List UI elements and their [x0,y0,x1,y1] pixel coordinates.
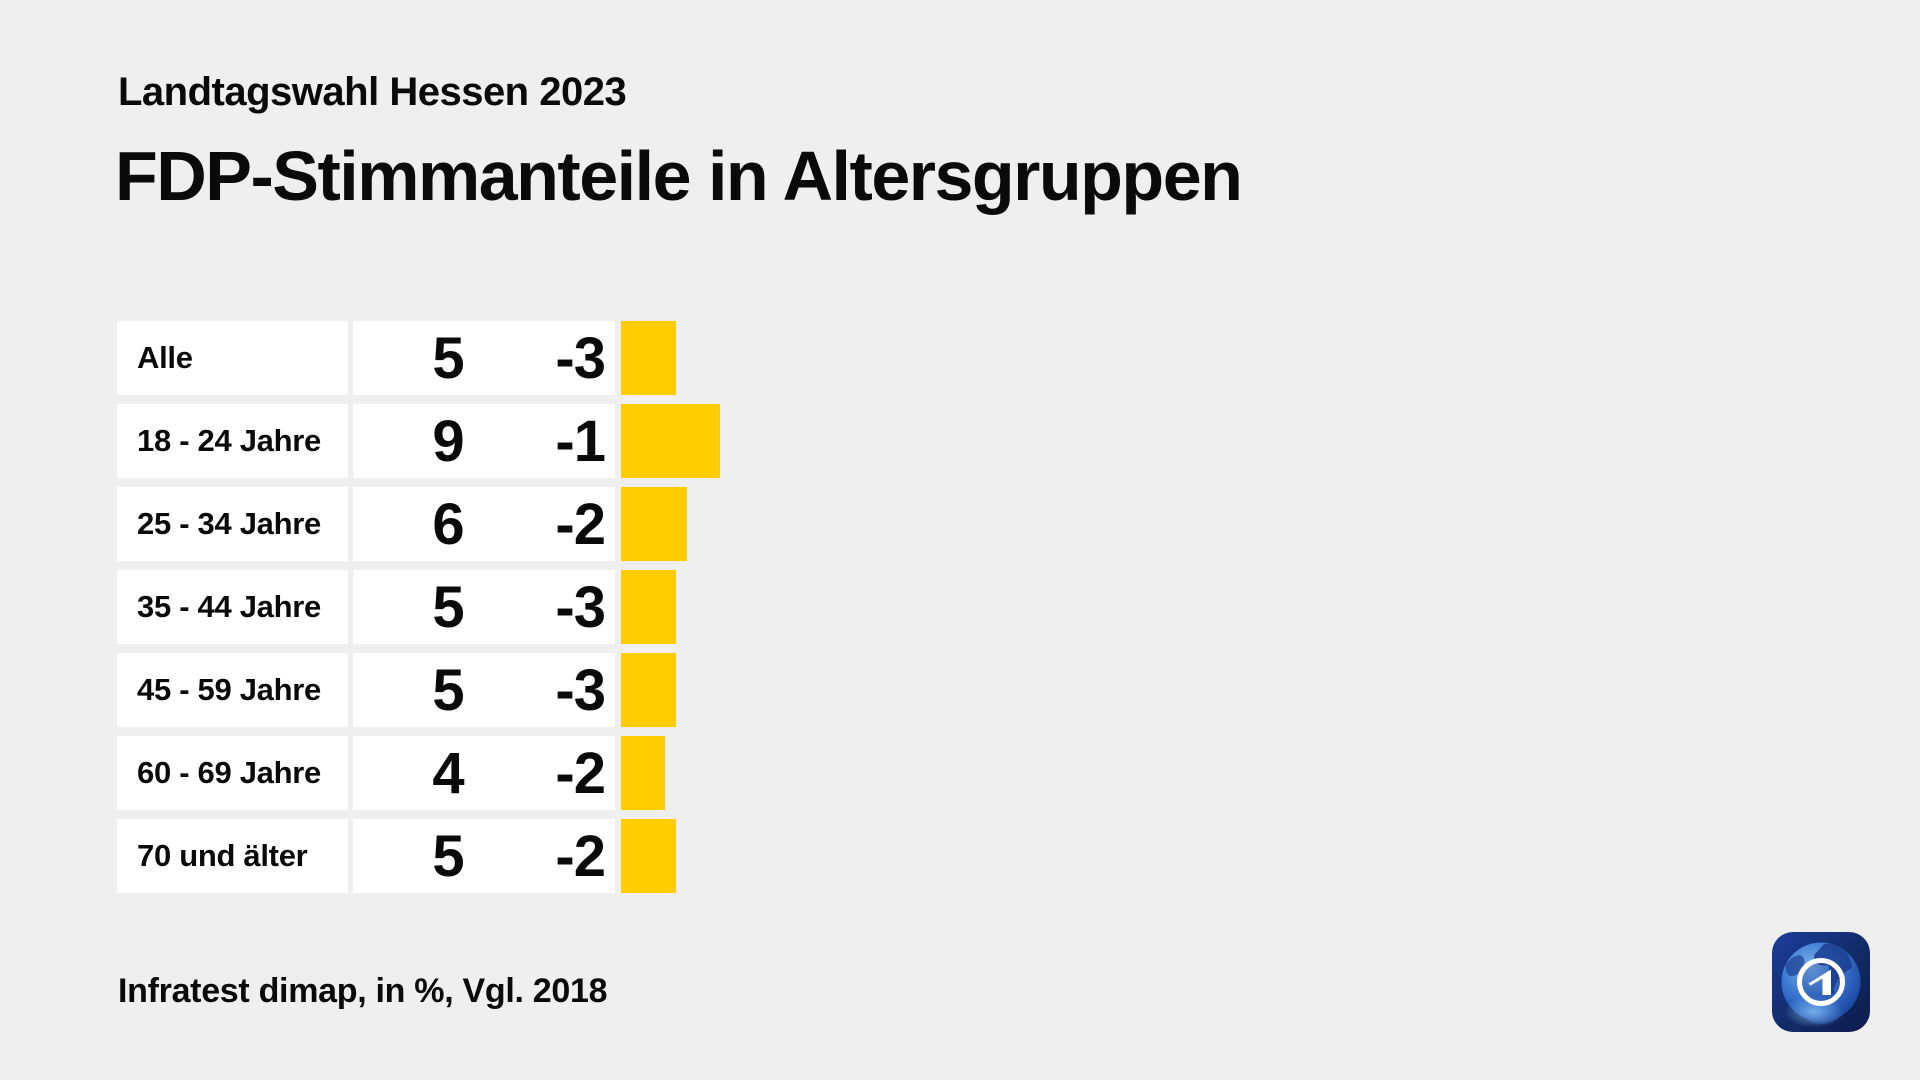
value-bar [621,653,676,727]
value-percent: 4 [432,740,464,806]
value-percent: 5 [432,823,464,889]
value-cell: 5 -3 [353,321,615,395]
age-group-label: 60 - 69 Jahre [117,736,348,810]
age-group-label: 35 - 44 Jahre [117,570,348,644]
value-diff: -3 [555,325,606,391]
value-cell: 5 -3 [353,570,615,644]
table-row: 25 - 34 Jahre 6 -2 [117,487,720,561]
age-group-label: Alle [117,321,348,395]
table-row: 45 - 59 Jahre 5 -3 [117,653,720,727]
ard-globe-logo-icon [1772,932,1870,1032]
value-bar [621,736,665,810]
value-bar [621,487,687,561]
value-percent: 9 [432,408,464,474]
value-percent: 6 [432,491,464,557]
age-group-table: Alle 5 -3 18 - 24 Jahre 9 -1 25 - 34 Jah… [117,321,720,902]
value-bar [621,570,676,644]
value-diff: -1 [555,408,606,474]
source-note: Infratest dimap, in %, Vgl. 2018 [118,972,608,1010]
value-cell: 5 -2 [353,819,615,893]
value-bar [621,321,676,395]
table-row: 35 - 44 Jahre 5 -3 [117,570,720,644]
value-diff: -2 [555,740,606,806]
value-diff: -3 [555,657,606,723]
table-row: 70 und älter 5 -2 [117,819,720,893]
age-group-label: 70 und älter [117,819,348,893]
page-title: FDP-Stimmanteile in Altersgruppen [115,137,1243,215]
logo-one-glyph [1808,969,1831,995]
value-percent: 5 [432,574,464,640]
kicker-subtitle: Landtagswahl Hessen 2023 [118,70,627,114]
value-bar [621,404,720,478]
value-diff: -3 [555,574,606,640]
value-cell: 9 -1 [353,404,615,478]
table-row: 60 - 69 Jahre 4 -2 [117,736,720,810]
value-diff: -2 [555,823,606,889]
age-group-label: 25 - 34 Jahre [117,487,348,561]
table-row: 18 - 24 Jahre 9 -1 [117,404,720,478]
age-group-label: 18 - 24 Jahre [117,404,348,478]
age-group-label: 45 - 59 Jahre [117,653,348,727]
value-cell: 6 -2 [353,487,615,561]
value-percent: 5 [432,657,464,723]
value-cell: 5 -3 [353,653,615,727]
value-percent: 5 [432,325,464,391]
value-bar [621,819,676,893]
table-row: Alle 5 -3 [117,321,720,395]
value-cell: 4 -2 [353,736,615,810]
value-diff: -2 [555,491,606,557]
logo-ring [1797,958,1845,1006]
